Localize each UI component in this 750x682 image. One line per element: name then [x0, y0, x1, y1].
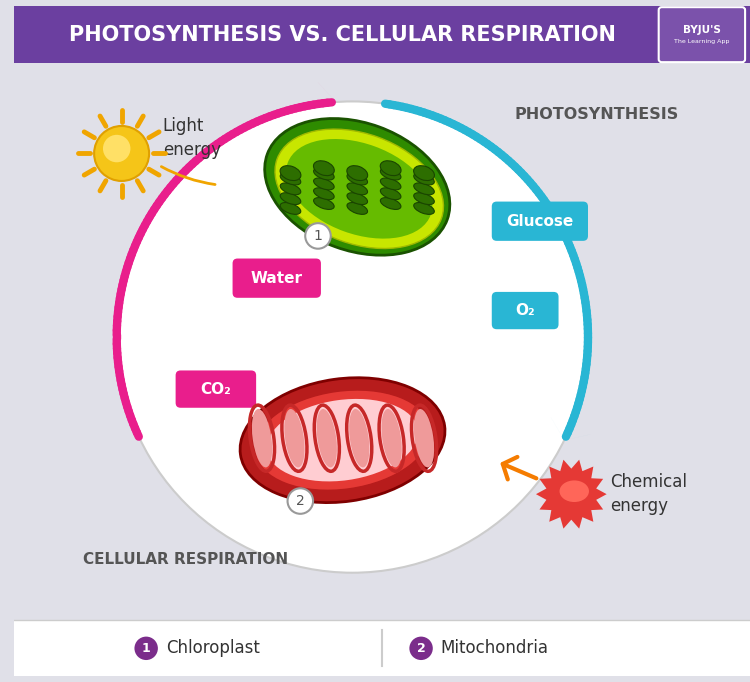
Text: PHOTOSYNTHESIS: PHOTOSYNTHESIS	[514, 106, 679, 121]
Circle shape	[94, 126, 149, 181]
Circle shape	[305, 223, 331, 249]
FancyBboxPatch shape	[492, 292, 559, 329]
Text: Water: Water	[251, 271, 303, 286]
Ellipse shape	[286, 139, 433, 239]
Ellipse shape	[314, 168, 334, 180]
Text: Light
energy: Light energy	[163, 117, 220, 158]
Ellipse shape	[560, 480, 589, 502]
Circle shape	[287, 488, 313, 514]
Circle shape	[408, 636, 434, 661]
FancyBboxPatch shape	[176, 370, 256, 408]
Ellipse shape	[280, 193, 301, 205]
FancyBboxPatch shape	[232, 258, 321, 298]
Bar	[13, 620, 750, 676]
Ellipse shape	[380, 168, 401, 180]
Ellipse shape	[414, 193, 434, 205]
Text: Chloroplast: Chloroplast	[166, 639, 260, 657]
Ellipse shape	[380, 161, 401, 176]
Ellipse shape	[380, 188, 401, 200]
Ellipse shape	[414, 203, 434, 214]
Ellipse shape	[275, 129, 443, 248]
Ellipse shape	[280, 173, 301, 185]
Ellipse shape	[347, 183, 368, 195]
Ellipse shape	[265, 119, 450, 255]
Ellipse shape	[382, 409, 402, 467]
Text: Glucose: Glucose	[506, 213, 574, 228]
Polygon shape	[536, 460, 607, 529]
Ellipse shape	[414, 173, 434, 185]
FancyBboxPatch shape	[658, 8, 745, 62]
Text: 2: 2	[296, 494, 304, 508]
Ellipse shape	[414, 409, 434, 467]
Ellipse shape	[280, 166, 301, 181]
Ellipse shape	[280, 203, 301, 214]
Ellipse shape	[414, 183, 434, 195]
Ellipse shape	[347, 193, 368, 205]
Text: 1: 1	[314, 229, 322, 243]
Text: PHOTOSYNTHESIS VS. CELLULAR RESPIRATION: PHOTOSYNTHESIS VS. CELLULAR RESPIRATION	[69, 25, 616, 44]
Ellipse shape	[255, 390, 430, 490]
Ellipse shape	[314, 198, 334, 209]
Text: The Learning App: The Learning App	[674, 39, 730, 44]
Ellipse shape	[280, 183, 301, 195]
Text: O₂: O₂	[515, 303, 535, 318]
FancyBboxPatch shape	[492, 202, 588, 241]
Ellipse shape	[252, 409, 272, 467]
Text: 2: 2	[417, 642, 425, 655]
Ellipse shape	[284, 409, 304, 467]
Text: CO₂: CO₂	[200, 382, 231, 397]
Text: BYJU'S: BYJU'S	[683, 25, 721, 35]
Ellipse shape	[413, 166, 434, 181]
Ellipse shape	[346, 166, 368, 181]
Ellipse shape	[347, 203, 368, 214]
Ellipse shape	[267, 399, 418, 481]
Text: 1: 1	[142, 642, 151, 655]
Circle shape	[117, 102, 588, 573]
Ellipse shape	[314, 161, 334, 176]
Text: Mitochondria: Mitochondria	[441, 639, 549, 657]
Ellipse shape	[240, 378, 445, 503]
Circle shape	[103, 135, 130, 162]
Circle shape	[134, 636, 159, 661]
Ellipse shape	[347, 173, 368, 185]
Ellipse shape	[380, 198, 401, 209]
Ellipse shape	[316, 409, 337, 467]
Ellipse shape	[314, 178, 334, 190]
Ellipse shape	[380, 178, 401, 190]
Ellipse shape	[349, 409, 369, 467]
Bar	[13, 6, 750, 63]
Ellipse shape	[314, 188, 334, 200]
Text: CELLULAR RESPIRATION: CELLULAR RESPIRATION	[82, 552, 288, 567]
Text: Chemical
energy: Chemical energy	[610, 473, 688, 515]
